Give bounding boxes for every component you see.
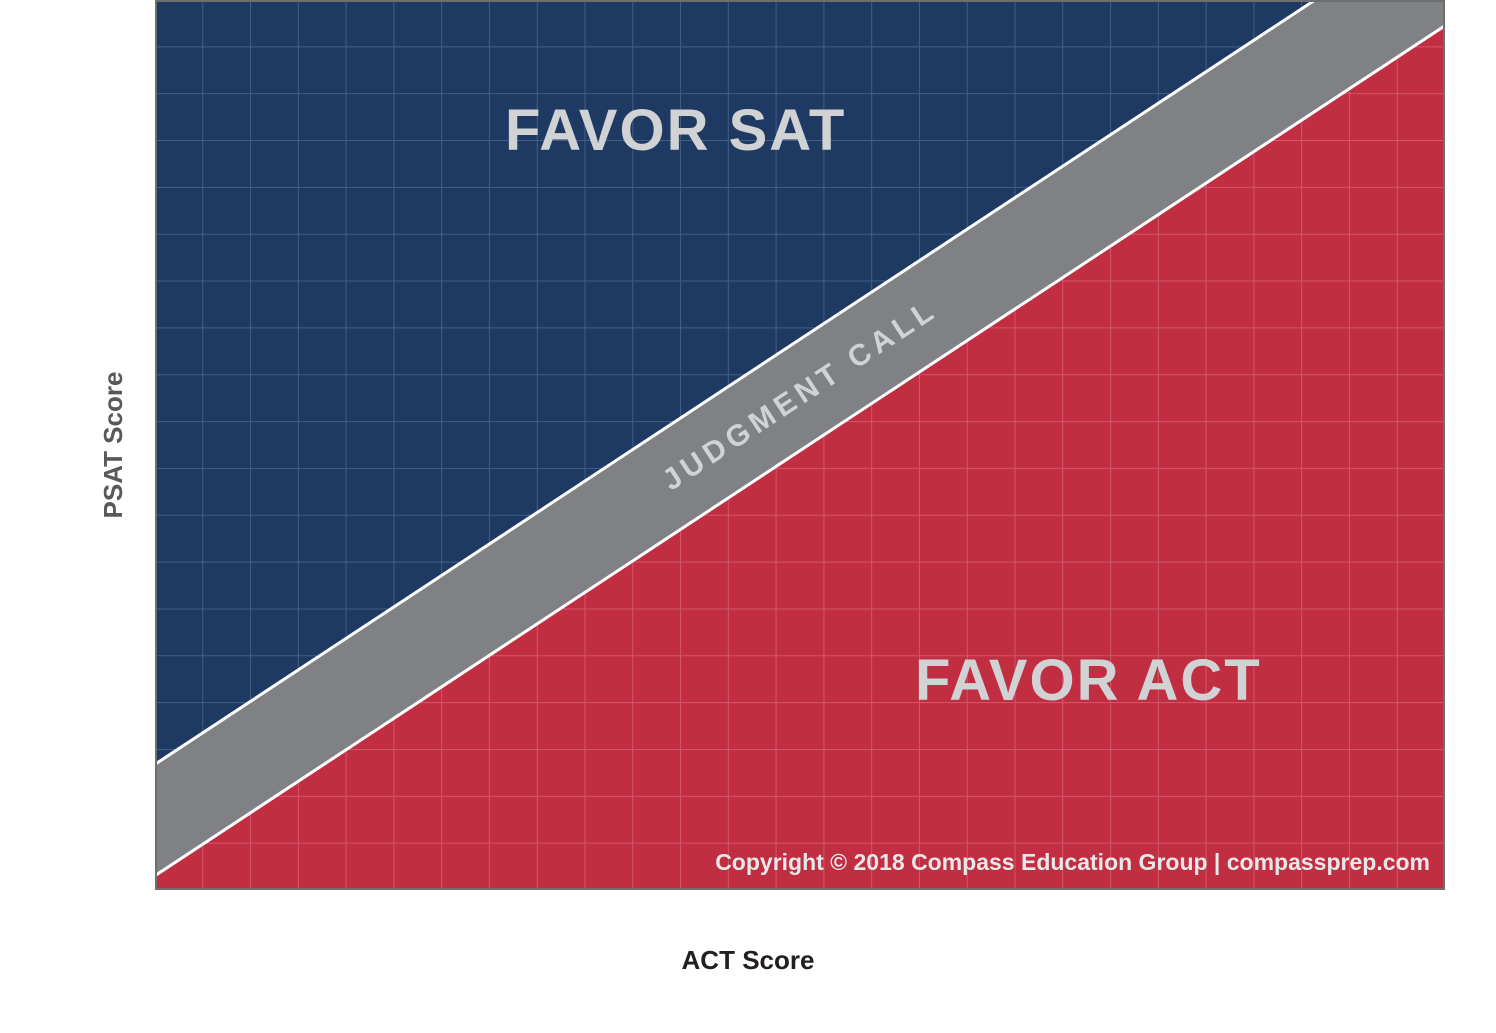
- x-axis-label: ACT Score: [0, 945, 1496, 976]
- copyright-text: Copyright © 2018 Compass Education Group…: [715, 849, 1430, 875]
- favor-sat-label: FAVOR SAT: [505, 98, 846, 163]
- y-axis-label: PSAT Score: [98, 372, 129, 519]
- favor-act-label: FAVOR ACT: [915, 648, 1262, 713]
- chart-svg: FAVOR SAT FAVOR ACT JUDGMENT CALL Copyri…: [155, 0, 1445, 890]
- chart-plot-area: FAVOR SAT FAVOR ACT JUDGMENT CALL Copyri…: [155, 0, 1445, 890]
